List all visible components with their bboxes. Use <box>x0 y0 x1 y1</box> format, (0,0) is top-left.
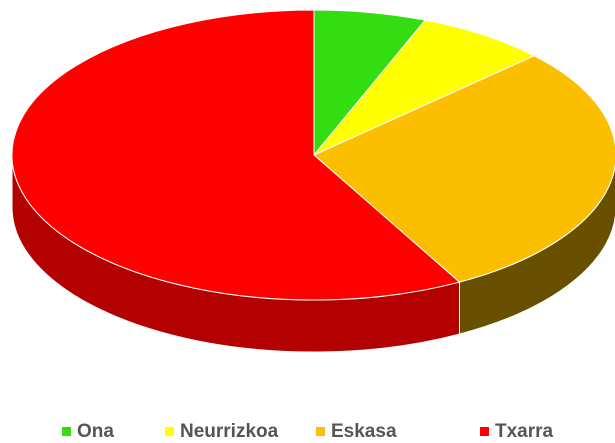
pie-slice <box>313 19 536 156</box>
legend-swatch <box>62 427 71 436</box>
legend-label: Txarra <box>495 421 554 442</box>
legend-swatch <box>316 427 325 436</box>
legend-swatch <box>165 427 174 436</box>
legend-label: Ona <box>77 421 114 442</box>
legend-swatch <box>480 427 489 436</box>
pie-slice <box>313 55 615 283</box>
legend-label: Eskasa <box>331 421 397 442</box>
pie-slice <box>11 9 461 301</box>
legend-label: Neurrizkoa <box>180 421 279 442</box>
